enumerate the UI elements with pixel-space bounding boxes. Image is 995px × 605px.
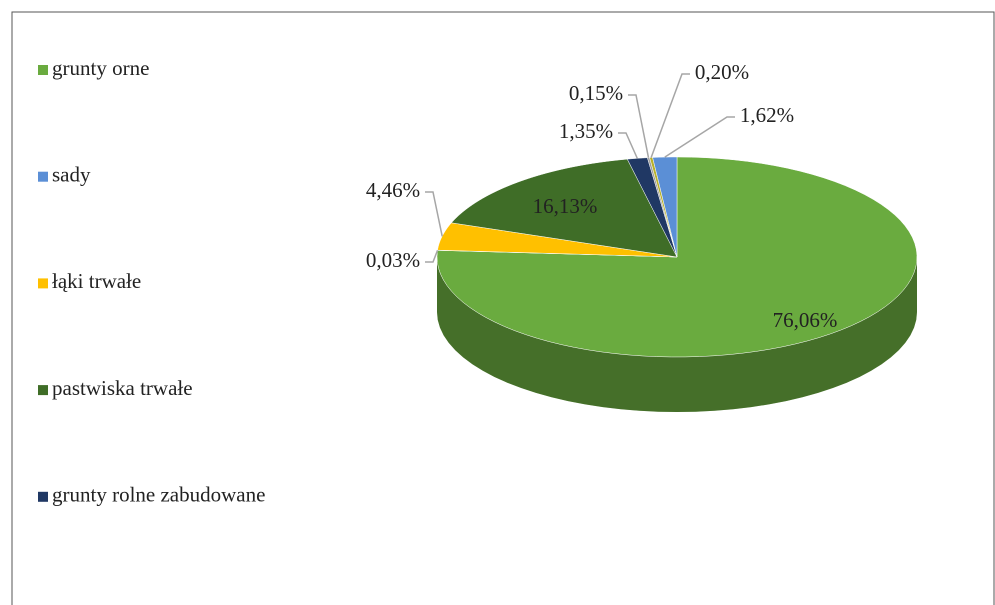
data-label: 0,15% (569, 81, 623, 105)
data-label: 16,13% (533, 194, 598, 218)
legend-label: łąki trwałe (52, 269, 141, 293)
data-label: 1,35% (559, 119, 613, 143)
leader-line (664, 116, 735, 158)
legend-label: pastwiska trwałe (52, 376, 193, 400)
legend-swatch (38, 385, 48, 396)
pie-slice (647, 157, 678, 258)
pie-slice (626, 157, 678, 258)
legend-swatch (38, 65, 48, 75)
data-label: 0,20% (695, 60, 749, 84)
data-label: 0,03% (366, 248, 420, 272)
legend-swatch (38, 491, 48, 502)
pie-slice (436, 156, 918, 358)
pie-slice (652, 156, 678, 258)
legend-label: grunty rolne zabudowane (52, 483, 265, 507)
data-label: 1,62% (740, 103, 794, 127)
leader-line (618, 132, 638, 159)
pie-side-shade (437, 257, 917, 412)
legend-label: sady (52, 163, 91, 187)
leader-line (425, 249, 439, 263)
legend-swatch (38, 278, 48, 289)
pie-side (437, 257, 917, 412)
legend-label: grunty orne (52, 56, 149, 80)
chart-frame (11, 11, 995, 605)
data-label: 4,46% (366, 178, 420, 202)
leader-line (650, 73, 690, 158)
leader-line (425, 191, 443, 237)
data-label: 76,06% (773, 308, 838, 332)
legend-swatch (38, 171, 48, 182)
leader-line (628, 94, 650, 158)
pie-slice (450, 158, 678, 258)
